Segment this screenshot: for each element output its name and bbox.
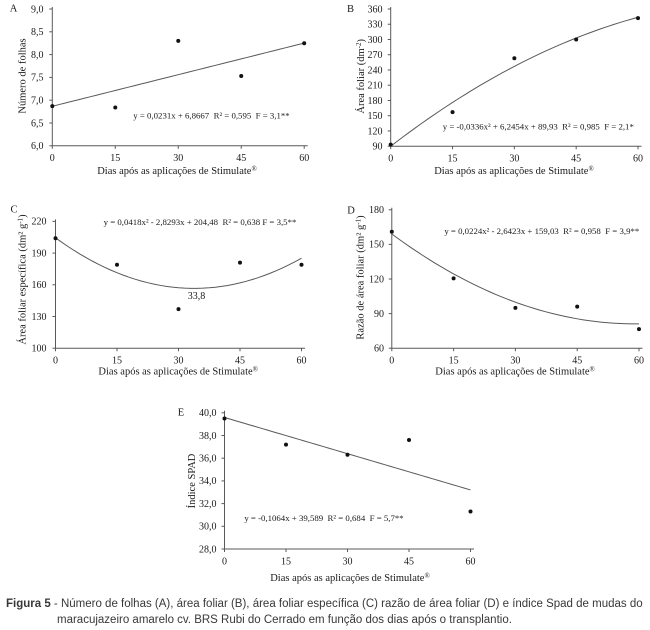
svg-text:210: 210 xyxy=(368,81,383,92)
svg-text:60: 60 xyxy=(299,153,309,164)
svg-text:D: D xyxy=(347,206,355,217)
svg-text:240: 240 xyxy=(368,65,383,76)
svg-text:360: 360 xyxy=(368,4,383,15)
svg-text:0: 0 xyxy=(389,356,394,367)
svg-text:y = 0,0418x² - 2,8293x + 204,4: y = 0,0418x² - 2,8293x + 204,48 R² = 0,6… xyxy=(104,217,297,227)
svg-text:15: 15 xyxy=(448,154,458,165)
svg-text:8,5: 8,5 xyxy=(31,27,44,38)
svg-text:0: 0 xyxy=(222,556,227,567)
svg-text:E: E xyxy=(178,408,184,419)
svg-text:15: 15 xyxy=(110,153,120,164)
svg-text:60: 60 xyxy=(466,556,476,567)
svg-text:6,5: 6,5 xyxy=(31,118,44,129)
svg-text:Índice SPAD: Índice SPAD xyxy=(186,453,198,508)
svg-text:34,0: 34,0 xyxy=(199,476,217,487)
svg-text:30: 30 xyxy=(510,356,520,367)
svg-text:60: 60 xyxy=(374,344,384,355)
svg-text:60: 60 xyxy=(633,154,643,165)
svg-text:90: 90 xyxy=(373,142,383,153)
svg-text:7,5: 7,5 xyxy=(31,73,44,84)
svg-text:60: 60 xyxy=(634,356,644,367)
svg-text:Dias após as aplicações de Sti: Dias após as aplicações de Stimulate® xyxy=(97,165,257,177)
svg-text:y = 0,0231x + 6,8667 R² = 0,5: y = 0,0231x + 6,8667 R² = 0,595 F = 3,1*… xyxy=(133,110,289,120)
svg-text:y = 0,0224x² - 2,6423x + 159,0: y = 0,0224x² - 2,6423x + 159,03 R² = 0,9… xyxy=(444,226,639,236)
svg-text:C: C xyxy=(10,205,17,216)
svg-text:150: 150 xyxy=(368,111,383,122)
svg-text:Dias após as aplicações de Sti: Dias após as aplicações de Stimulate® xyxy=(434,165,594,177)
svg-text:7,0: 7,0 xyxy=(31,96,44,107)
svg-text:8,0: 8,0 xyxy=(31,50,44,61)
svg-text:Área foliar (dm-2​): Área foliar (dm-2​) xyxy=(355,38,367,113)
svg-text:45: 45 xyxy=(235,356,245,367)
svg-text:330: 330 xyxy=(368,20,383,31)
svg-text:15: 15 xyxy=(281,556,291,567)
svg-text:15: 15 xyxy=(449,356,459,367)
svg-text:6,0: 6,0 xyxy=(31,141,44,152)
svg-text:Área foliar específica (dm² g-: Área foliar específica (dm² g-1​) xyxy=(16,214,28,345)
svg-text:30: 30 xyxy=(509,154,519,165)
svg-text:y = -0,0336x² + 6,2454x + 89,9: y = -0,0336x² + 6,2454x + 89,93 R² = 0,9… xyxy=(443,121,634,131)
svg-text:45: 45 xyxy=(404,556,414,567)
svg-text:9,0: 9,0 xyxy=(31,4,44,15)
svg-text:40,0: 40,0 xyxy=(199,408,217,419)
svg-text:0: 0 xyxy=(50,153,55,164)
svg-text:120: 120 xyxy=(369,274,384,285)
svg-text:60: 60 xyxy=(297,356,307,367)
svg-text:30: 30 xyxy=(174,356,184,367)
svg-text:y = -0,1064x + 39,589 R² = 0,: y = -0,1064x + 39,589 R² = 0,684 F = 5,7… xyxy=(244,513,403,523)
svg-text:180: 180 xyxy=(369,205,384,216)
svg-text:Razão de área foliar (dm² g-1​: Razão de área foliar (dm² g-1​) xyxy=(354,215,366,340)
svg-text:45: 45 xyxy=(572,356,582,367)
svg-text:45: 45 xyxy=(571,154,581,165)
svg-text:0: 0 xyxy=(53,356,58,367)
svg-text:36,0: 36,0 xyxy=(199,454,217,465)
svg-text:300: 300 xyxy=(368,35,383,46)
svg-text:30,0: 30,0 xyxy=(199,522,217,533)
svg-text:30: 30 xyxy=(343,556,353,567)
svg-text:180: 180 xyxy=(368,96,383,107)
svg-text:33,8: 33,8 xyxy=(188,291,206,302)
svg-text:Número de folhas: Número de folhas xyxy=(18,38,29,113)
svg-text:130: 130 xyxy=(32,312,47,323)
svg-text:B: B xyxy=(347,4,354,15)
svg-text:15: 15 xyxy=(112,356,122,367)
svg-text:0: 0 xyxy=(388,154,393,165)
svg-text:A: A xyxy=(10,4,18,15)
svg-text:100: 100 xyxy=(32,344,47,355)
svg-text:Dias após as aplicações de Sti: Dias após as aplicações de Stimulate® xyxy=(435,366,595,378)
svg-text:150: 150 xyxy=(369,240,384,251)
svg-text:Dias após as aplicações de Sti: Dias após as aplicações de Stimulate® xyxy=(98,366,258,378)
svg-text:90: 90 xyxy=(374,309,384,320)
svg-text:28,0: 28,0 xyxy=(199,544,217,555)
svg-text:270: 270 xyxy=(368,50,383,61)
svg-text:Dias após as aplicações de Sti: Dias após as aplicações de Stimulate® xyxy=(270,572,430,584)
svg-text:30: 30 xyxy=(173,153,183,164)
svg-text:120: 120 xyxy=(368,126,383,137)
svg-text:38,0: 38,0 xyxy=(199,431,217,442)
svg-text:45: 45 xyxy=(236,153,246,164)
svg-text:190: 190 xyxy=(32,248,47,259)
svg-text:220: 220 xyxy=(32,217,47,228)
svg-text:32,0: 32,0 xyxy=(199,499,217,510)
svg-text:160: 160 xyxy=(32,280,47,291)
